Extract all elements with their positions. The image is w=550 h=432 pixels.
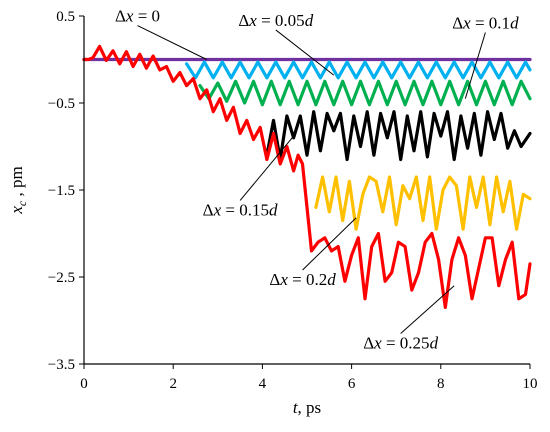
x-tick-label-5: 10 <box>523 376 538 392</box>
tick-layer: 0 2 4 6 8 10 0.5 −0.5 −1.5 −2.5 −3.5 <box>48 9 538 392</box>
annotation-pointer-1 <box>275 29 335 76</box>
series-line-3 <box>265 110 532 162</box>
series-line-2 <box>198 79 532 107</box>
series-line-5 <box>82 44 532 309</box>
annotation-pointer-4 <box>302 217 357 271</box>
annotation-label-1: Δx = 0.05d <box>238 11 313 30</box>
y-tick-label-3: −2.5 <box>48 270 75 286</box>
annotation-label-2: Δx = 0.1d <box>452 14 519 33</box>
series-layer <box>82 44 532 309</box>
series-line-1 <box>185 60 532 80</box>
x-tick-label-1: 2 <box>169 376 177 392</box>
x-tick-label-2: 4 <box>259 376 267 392</box>
annotation-pointer-3 <box>239 133 297 201</box>
x-tick-label-3: 6 <box>348 376 356 392</box>
y-tick-label-4: −3.5 <box>48 357 75 373</box>
annotation-layer: Δx = 0 Δx = 0.05d Δx = 0.1d Δx = 0.15d Δx = … <box>115 7 519 353</box>
annotation-label-5: Δx = 0.25d <box>363 334 438 353</box>
y-axis-label: xc , pm <box>7 166 29 214</box>
y-tick-label-0: 0.5 <box>56 9 75 25</box>
x-axis-label: t, ps <box>293 398 321 417</box>
annotation-label-3: Δx = 0.15d <box>203 200 278 219</box>
annotation-label-0: Δx = 0 <box>115 7 160 26</box>
annotation-pointer-0 <box>137 25 207 60</box>
annotation-pointer-5 <box>400 285 455 334</box>
y-tick-label-1: −0.5 <box>48 96 75 112</box>
x-tick-label-4: 8 <box>437 376 445 392</box>
x-tick-label-0: 0 <box>80 376 88 392</box>
annotation-pointer-2 <box>464 32 486 99</box>
series-line-4 <box>314 175 532 231</box>
annotation-label-4: Δx = 0.2d <box>269 270 336 289</box>
y-tick-label-2: −1.5 <box>48 183 75 199</box>
